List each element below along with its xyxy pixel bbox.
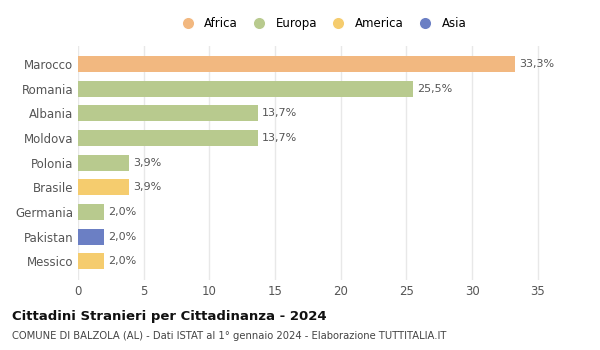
- Text: COMUNE DI BALZOLA (AL) - Dati ISTAT al 1° gennaio 2024 - Elaborazione TUTTITALIA: COMUNE DI BALZOLA (AL) - Dati ISTAT al 1…: [12, 331, 446, 341]
- Bar: [78, 180, 129, 195]
- Text: 3,9%: 3,9%: [133, 158, 161, 168]
- Text: 3,9%: 3,9%: [133, 182, 161, 192]
- Text: 2,0%: 2,0%: [108, 207, 136, 217]
- Bar: [78, 56, 515, 72]
- Text: 13,7%: 13,7%: [262, 133, 297, 143]
- Bar: [78, 105, 258, 121]
- Bar: [78, 229, 104, 245]
- Bar: [78, 81, 413, 97]
- Text: 13,7%: 13,7%: [262, 108, 297, 118]
- Text: 2,0%: 2,0%: [108, 256, 136, 266]
- Text: Cittadini Stranieri per Cittadinanza - 2024: Cittadini Stranieri per Cittadinanza - 2…: [12, 310, 326, 323]
- Text: 2,0%: 2,0%: [108, 232, 136, 242]
- Text: 33,3%: 33,3%: [520, 59, 554, 69]
- Bar: [78, 204, 104, 220]
- Bar: [78, 155, 129, 171]
- Legend: Africa, Europa, America, Asia: Africa, Europa, America, Asia: [172, 14, 470, 34]
- Text: 25,5%: 25,5%: [417, 84, 452, 94]
- Bar: [78, 130, 258, 146]
- Bar: [78, 253, 104, 270]
